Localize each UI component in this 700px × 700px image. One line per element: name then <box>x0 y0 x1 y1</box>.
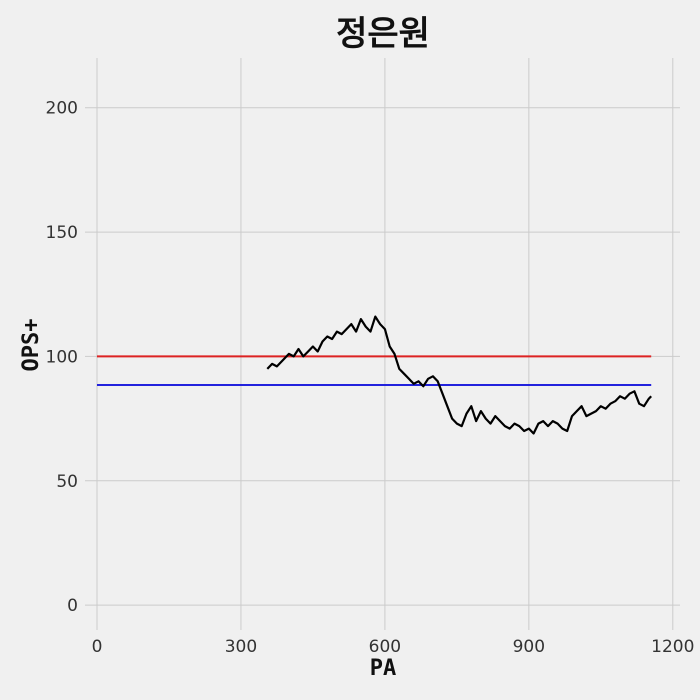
y-axis-label: OPS+ <box>19 319 44 372</box>
tick-labels: 0 300 600 900 1200 0 50 100 150 200 <box>46 99 695 657</box>
reference-lines <box>96 355 652 387</box>
chart-title: 정은원 <box>336 14 430 54</box>
x-axis-label: PA <box>370 656 397 681</box>
y-tick-label: 0 <box>67 596 78 616</box>
series-layer <box>266 315 652 435</box>
y-tick-label: 200 <box>46 99 78 119</box>
x-tick-label: 300 <box>225 637 257 657</box>
series-line <box>266 315 652 435</box>
x-tick-label: 1200 <box>651 637 694 657</box>
grid-layer <box>85 58 680 630</box>
x-tick-label: 600 <box>369 637 401 657</box>
x-tick-label: 900 <box>513 637 545 657</box>
y-tick-label: 50 <box>56 472 78 492</box>
x-tick-label: 0 <box>92 637 103 657</box>
y-tick-label: 150 <box>46 223 78 243</box>
y-tick-label: 100 <box>46 347 78 367</box>
